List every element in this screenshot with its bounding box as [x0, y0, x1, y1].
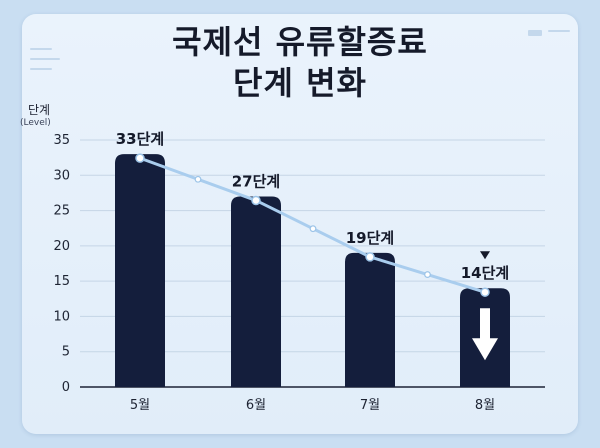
trend-midpoint	[194, 175, 202, 183]
data-label: 14단계	[461, 264, 509, 282]
bar	[231, 196, 281, 387]
decorative-line	[548, 30, 570, 32]
decorative-line	[30, 58, 60, 60]
x-tick-label: 8월	[475, 398, 495, 413]
data-label: 27단계	[232, 172, 280, 190]
down-arrow-icon	[472, 308, 498, 361]
chart-title: 국제선 유류할증료 단계 변화	[0, 22, 600, 104]
x-tick-label: 5월	[130, 398, 150, 413]
decorative-line	[528, 30, 542, 36]
trend-point	[480, 287, 490, 297]
y-tick-label: 15	[53, 274, 70, 289]
trend-point	[251, 195, 261, 206]
down-marker-icon	[480, 251, 490, 260]
x-tick-label: 7월	[360, 398, 380, 413]
y-axis-label: 단계	[28, 103, 51, 117]
title-line-1: 국제선 유류할증료	[172, 23, 428, 61]
x-tick-label: 6월	[246, 398, 266, 413]
trend-midpoint	[309, 225, 317, 233]
y-tick-label: 30	[53, 168, 70, 183]
trend-point	[365, 252, 375, 262]
trend-line	[139, 156, 486, 294]
y-tick-label: 0	[62, 380, 70, 395]
trend-midpoint	[424, 271, 431, 278]
bar	[115, 154, 165, 387]
y-tick-label: 35	[53, 133, 70, 148]
trend-point	[135, 153, 145, 163]
bar	[345, 252, 395, 387]
y-tick-label: 25	[53, 204, 70, 219]
decorative-line	[30, 48, 52, 50]
y-tick-label: 20	[53, 239, 70, 254]
decorative-line	[30, 68, 52, 70]
y-tick-label: 5	[62, 345, 70, 360]
y-tick-label: 10	[53, 309, 70, 324]
title-line-2: 단계 변화	[233, 64, 367, 102]
data-label: 19단계	[346, 229, 394, 247]
y-axis-unit: (Level)	[20, 118, 51, 128]
data-label: 33단계	[116, 130, 164, 148]
